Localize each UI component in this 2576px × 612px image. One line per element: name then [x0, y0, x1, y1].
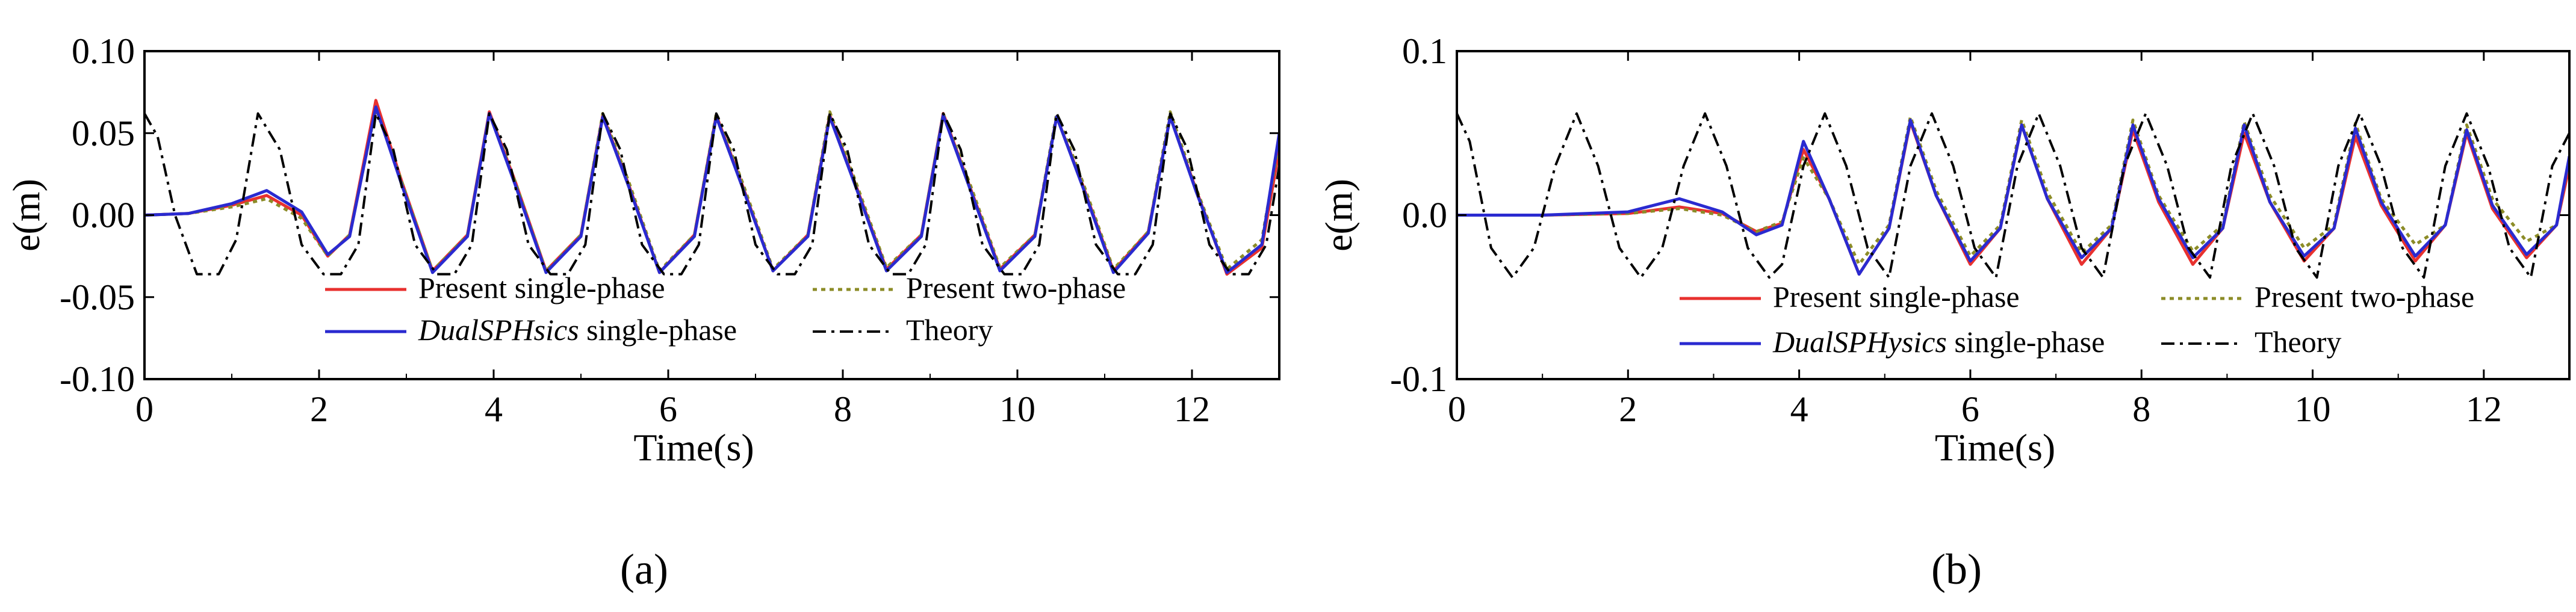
legend: Present single-phase Present two-phase Dua…: [1680, 280, 2474, 359]
y-tick-label: -0.10: [60, 359, 135, 399]
y-tick-label: -0.05: [60, 277, 135, 317]
x-axis-title: Time(s): [633, 426, 754, 469]
caption-a: (a): [620, 545, 668, 593]
y-tick-label: -0.1: [1390, 359, 1447, 399]
legend-label: Present single-phase: [1773, 280, 2020, 314]
y-axis-title: e(m): [1317, 179, 1360, 252]
legend-label: DualSPHsics single-phase: [418, 313, 737, 347]
x-tick-label: 6: [1961, 389, 1979, 429]
x-tick-label: 2: [310, 389, 328, 429]
series-line-dualsphsics-single-phase: [144, 105, 1279, 274]
x-tick-label: 4: [1790, 389, 1808, 429]
panel-a: 0 2 4 6 8 10 12 -0.10 -0.05 0.00 0.05 0.10 Time(s) e(…: [5, 31, 1280, 469]
x-tick-label: 10: [2295, 389, 2331, 429]
y-tick-label: 0.1: [1402, 31, 1447, 71]
legend-label: Present two-phase: [2255, 280, 2474, 314]
x-tick-label: 0: [1448, 389, 1466, 429]
series-line-dualsphysics-single-phase: [1457, 119, 2569, 276]
y-tick-label: 0.05: [72, 113, 135, 153]
x-tick-label: 10: [999, 389, 1035, 429]
x-tick-label: 0: [135, 389, 154, 429]
x-tick-label: 8: [2132, 389, 2150, 429]
series-line-present-two-phase: [1457, 115, 2569, 266]
legend-label: Theory: [906, 313, 993, 347]
y-axis-title: e(m): [5, 179, 48, 252]
legend-label: Present two-phase: [906, 271, 1126, 304]
legend-label: Present single-phase: [418, 271, 665, 304]
panel-b: 0 2 4 6 8 10 12 -0.1 0.0 0.1 Time(s) e(m) Present si…: [1317, 31, 2571, 469]
x-tick-label: 4: [485, 389, 503, 429]
legend-label: Theory: [2255, 325, 2341, 359]
legend-label: DualSPHysics single-phase: [1772, 325, 2105, 359]
series-line-present-single-phase: [1457, 120, 2569, 276]
y-tick-label: 0.10: [72, 31, 135, 71]
series-line-present-single-phase: [144, 99, 1279, 276]
y-tick-label: 0.0: [1402, 196, 1447, 235]
series-line-theory: [144, 112, 1279, 276]
x-tick-label: 12: [2466, 389, 2502, 429]
x-tick-label: 2: [1619, 389, 1637, 429]
caption-b: (b): [1931, 545, 1982, 593]
x-tick-label: 8: [834, 389, 852, 429]
series-group: [144, 99, 1279, 276]
x-axis-title: Time(s): [1935, 426, 2055, 469]
legend: Present single-phase Present two-phase Dua…: [325, 271, 1126, 347]
x-tick-label: 12: [1174, 389, 1210, 429]
x-tick-label: 6: [659, 389, 677, 429]
series-group: [1457, 112, 2569, 279]
y-tick-label: 0.00: [72, 196, 135, 235]
series-line-theory: [1457, 112, 2569, 279]
